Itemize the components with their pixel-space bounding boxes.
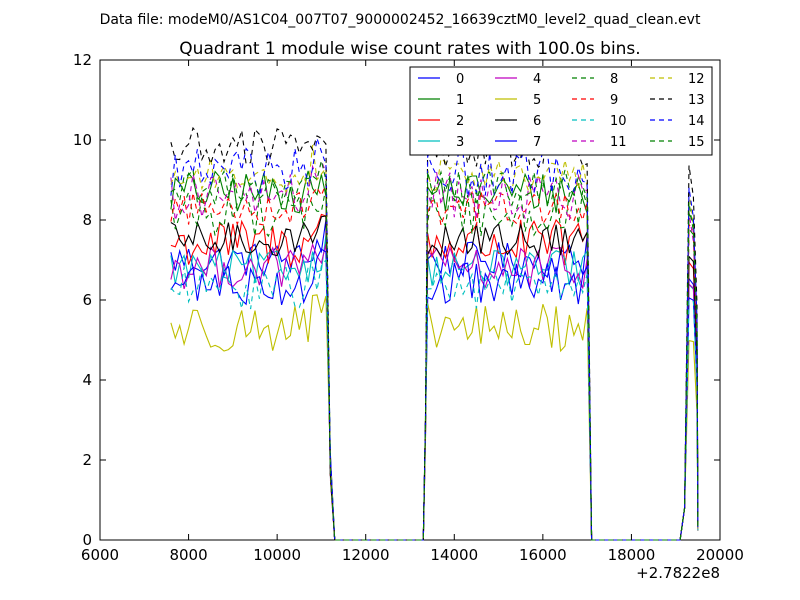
y-tick-label: 2 xyxy=(82,451,92,469)
x-tick-label: 18000 xyxy=(608,546,656,564)
series-line-module-5 xyxy=(170,294,699,541)
y-tick-label: 4 xyxy=(82,371,92,389)
y-tick-label: 10 xyxy=(73,131,92,149)
x-tick-label: 14000 xyxy=(430,546,478,564)
legend-label-module-3: 3 xyxy=(456,135,464,150)
x-axis-offset-label: +2.7822e8 xyxy=(636,564,720,582)
series-line-module-15 xyxy=(170,160,699,541)
legend-label-module-14: 14 xyxy=(688,114,705,129)
data-file-suptitle: Data file: modeM0/AS1C04_007T07_90000024… xyxy=(100,12,701,28)
series-line-module-3 xyxy=(170,235,699,541)
legend-label-module-7: 7 xyxy=(533,135,541,150)
y-tick-label: 12 xyxy=(73,51,92,69)
series-line-module-10 xyxy=(170,258,699,541)
legend-label-module-12: 12 xyxy=(688,72,705,87)
series-line-module-14 xyxy=(170,138,699,541)
legend-label-module-9: 9 xyxy=(610,93,618,108)
series-line-module-12 xyxy=(170,144,699,541)
y-tick-label: 8 xyxy=(82,211,92,229)
legend-label-module-5: 5 xyxy=(533,93,541,108)
legend-label-module-1: 1 xyxy=(456,93,464,108)
legend-label-module-13: 13 xyxy=(688,93,705,108)
x-tick-label: 10000 xyxy=(253,546,301,564)
legend-label-module-8: 8 xyxy=(610,72,618,87)
x-tick-label: 8000 xyxy=(169,546,207,564)
x-tick-label: 6000 xyxy=(81,546,119,564)
legend-label-module-6: 6 xyxy=(533,114,541,129)
legend-label-module-4: 4 xyxy=(533,72,541,87)
chart-title: Quadrant 1 module wise count rates with … xyxy=(179,39,640,59)
series-line-module-11 xyxy=(170,159,699,541)
legend-label-module-10: 10 xyxy=(610,114,627,129)
series-layer xyxy=(170,126,699,541)
legend-label-module-11: 11 xyxy=(610,135,627,150)
legend-frame xyxy=(409,66,713,156)
legend-label-module-15: 15 xyxy=(688,135,705,150)
legend-label-module-2: 2 xyxy=(456,114,464,129)
legend-label-module-0: 0 xyxy=(456,72,464,87)
series-line-module-6 xyxy=(170,215,699,541)
series-line-module-9 xyxy=(170,183,699,541)
series-line-module-1 xyxy=(170,170,699,541)
y-tick-label: 6 xyxy=(82,291,92,309)
x-tick-label: 16000 xyxy=(519,546,567,564)
x-axis-ticks: 6000 8000 10000 12000 14000 16000 18000 20000 xyxy=(81,60,744,564)
series-line-module-8 xyxy=(170,187,699,541)
y-tick-label: 0 xyxy=(82,531,92,549)
x-tick-label: 20000 xyxy=(696,546,744,564)
x-tick-label: 12000 xyxy=(342,546,390,564)
series-line-module-7 xyxy=(170,248,699,541)
